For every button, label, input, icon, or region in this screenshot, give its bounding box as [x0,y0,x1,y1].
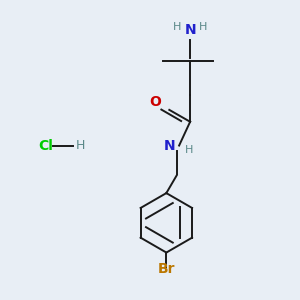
Text: H: H [172,22,181,32]
Text: O: O [149,95,161,109]
Text: H: H [199,22,208,32]
Text: Br: Br [158,262,175,276]
Text: N: N [184,22,196,37]
Text: H: H [185,145,194,155]
Text: Cl: Cl [38,139,53,152]
Text: N: N [164,139,175,153]
Text: H: H [76,139,85,152]
